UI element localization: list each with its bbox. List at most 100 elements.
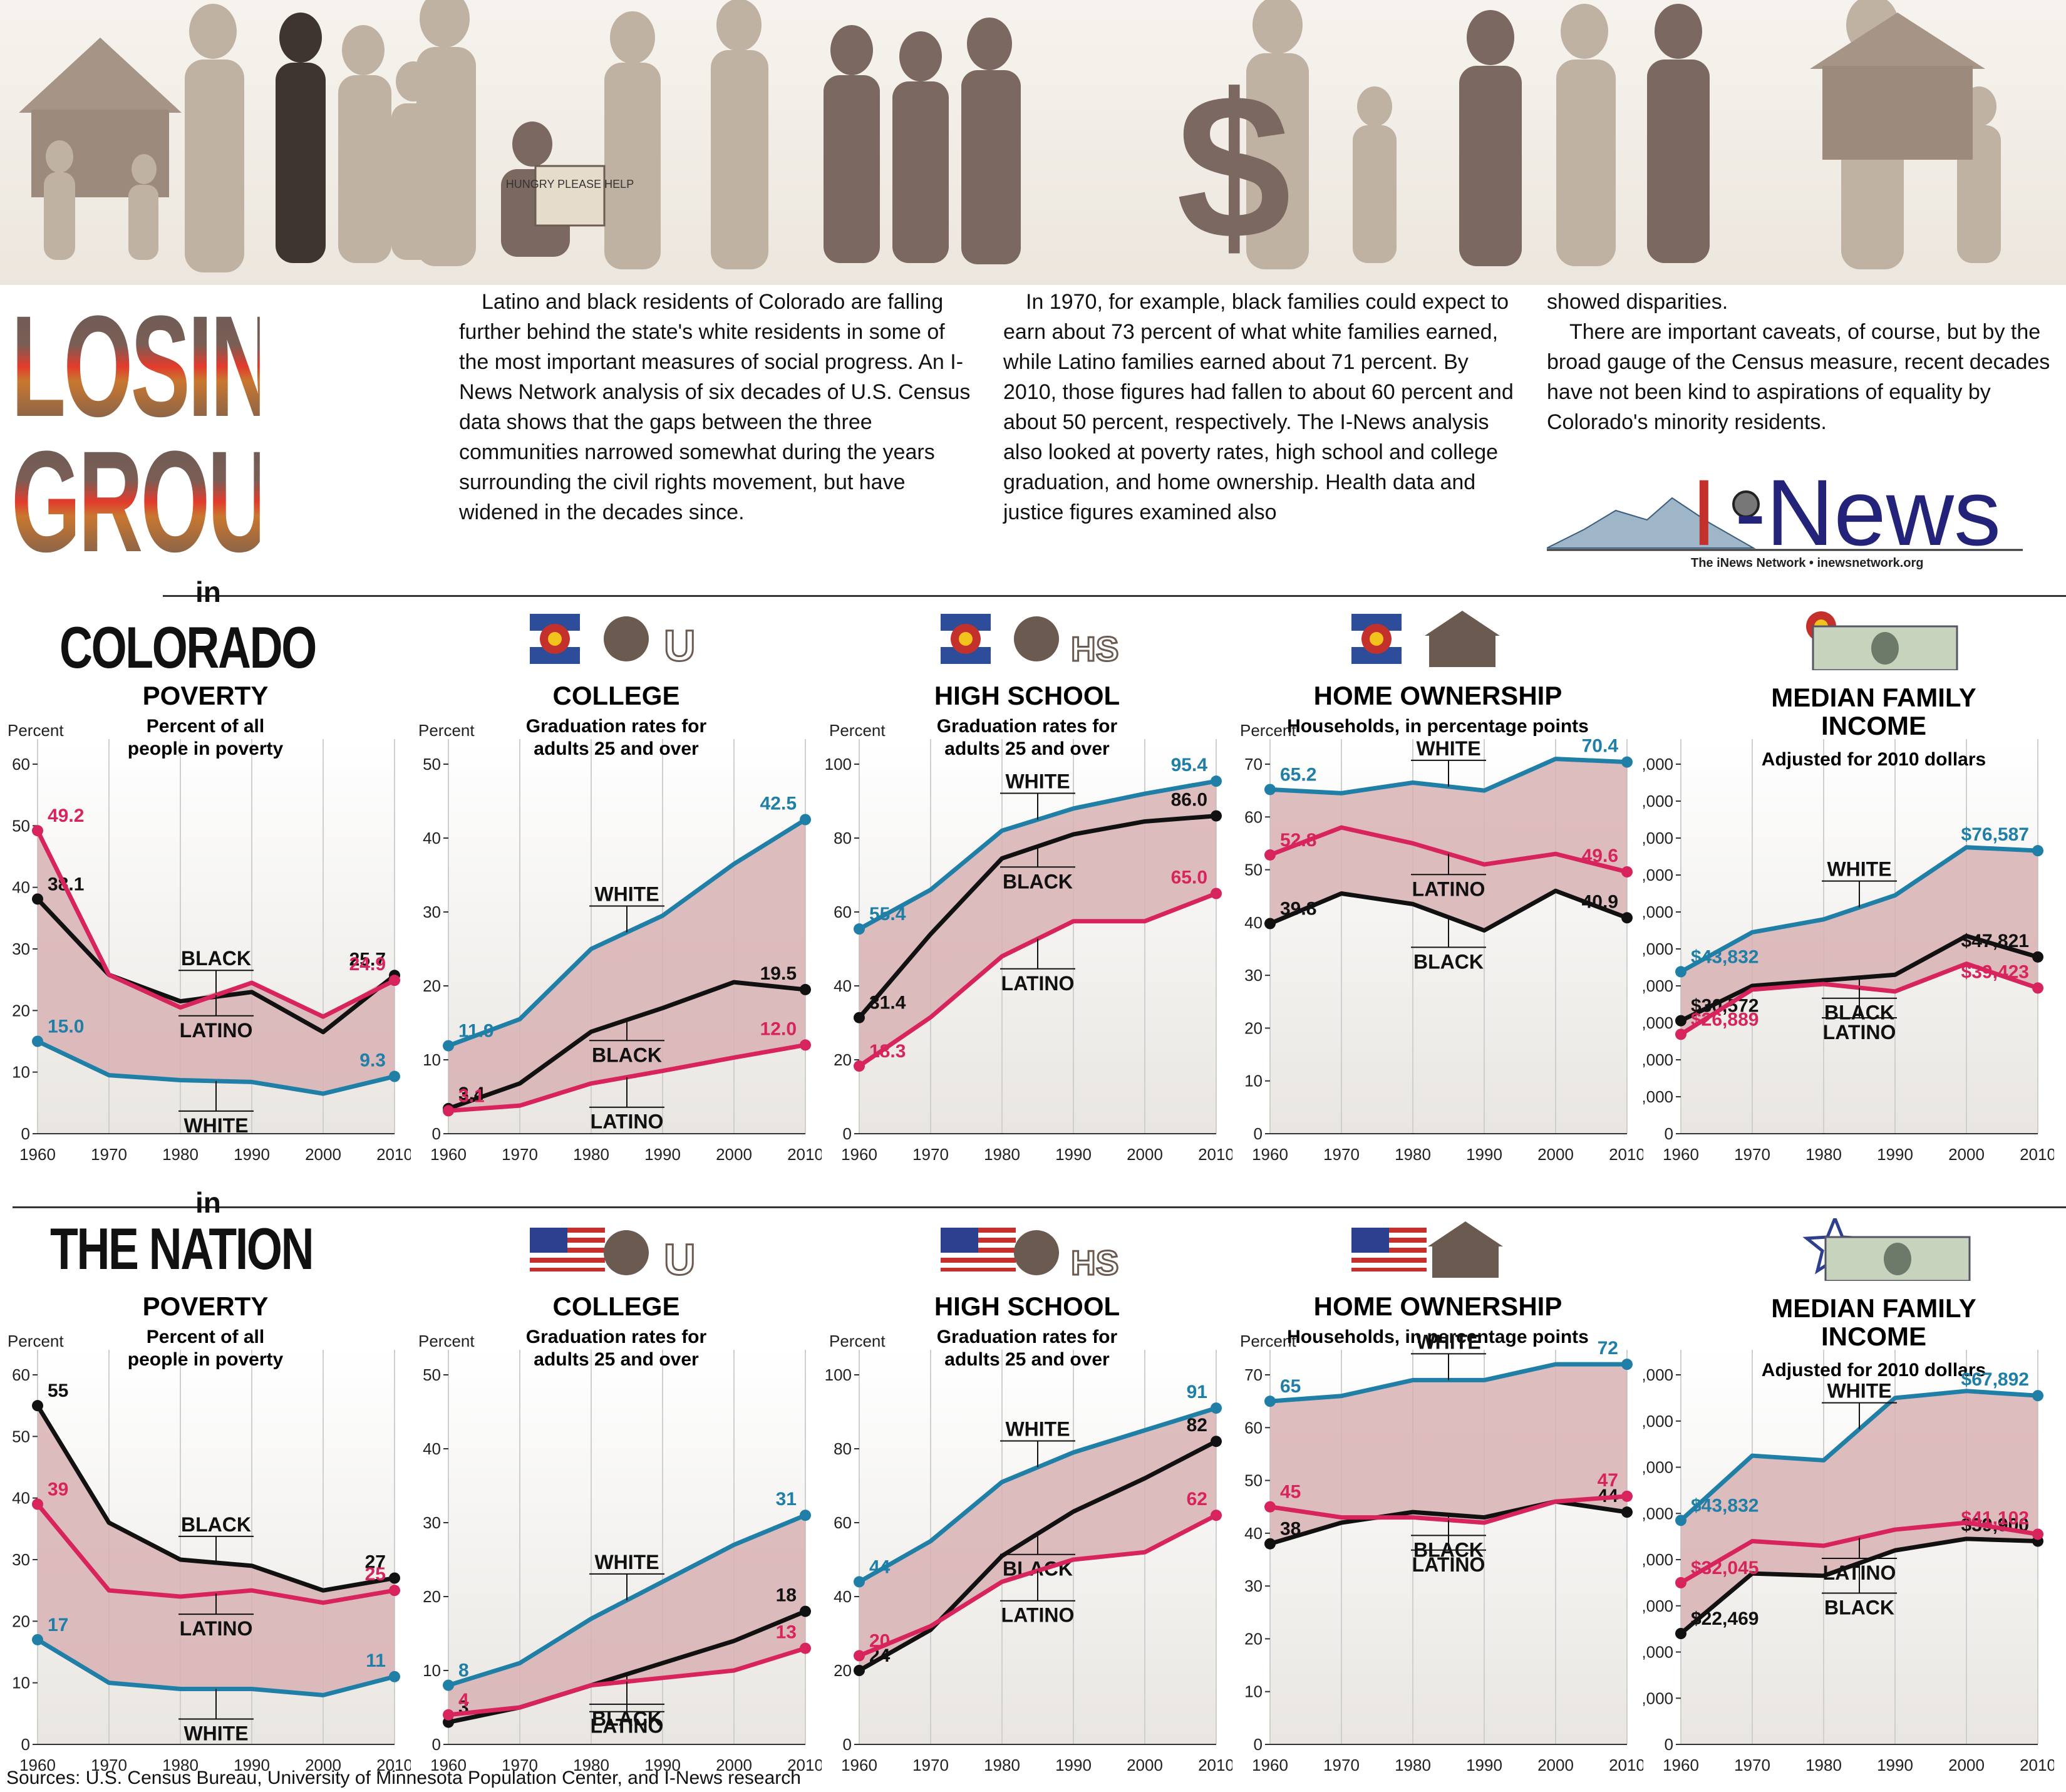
x-tick-label: 2000 — [305, 1145, 341, 1164]
logo-news: -News — [1735, 460, 2001, 565]
y-tick-label: 60,000 — [1643, 903, 1673, 921]
x-tick-label: 1990 — [1466, 1145, 1502, 1164]
us-flag-house-icon — [1351, 1221, 1503, 1278]
series-name-latino: LATINO — [591, 1111, 664, 1133]
endpoint-white — [800, 1510, 811, 1521]
gap-band — [859, 781, 1216, 1067]
x-tick-label: 1980 — [573, 1756, 609, 1774]
y-axis-label: Percent — [8, 1332, 64, 1350]
y-tick-label: 10,000 — [1643, 1087, 1673, 1106]
series-name-latino: LATINO — [180, 1019, 253, 1042]
series-name-white: WHITE — [594, 883, 659, 905]
y-tick-label: 70 — [1244, 1365, 1263, 1384]
data-label-black-end: 18 — [776, 1585, 797, 1606]
x-tick-label: 1990 — [1055, 1756, 1092, 1774]
endpoint-black — [800, 1605, 811, 1617]
y-tick-label: 50,000 — [1643, 1504, 1673, 1523]
series-line-black — [36, 1404, 395, 1593]
x-tick-label: 2010 — [787, 1145, 822, 1164]
data-label-black-start: $22,469 — [1691, 1608, 1759, 1629]
series-name-latino: LATINO — [1823, 1021, 1896, 1044]
series-name-black: BLACK — [1003, 870, 1073, 893]
endpoint-white — [1211, 775, 1222, 787]
chart-co-income: 0 10,000 20,000 30,000 40,000 50,000 60,000 70,… — [1643, 683, 2054, 1164]
data-label-latino-end: 62 — [1187, 1489, 1207, 1510]
y-axis-label: Percent — [829, 721, 886, 740]
x-tick-label: 2010 — [1609, 1756, 1643, 1774]
series-name-latino: LATINO — [1412, 878, 1485, 900]
series-line-latino — [1269, 1494, 1628, 1525]
data-label-black-end: 82 — [1187, 1415, 1207, 1436]
y-tick-label: 40 — [834, 1587, 852, 1606]
y-tick-label: 90,000 — [1643, 792, 1673, 811]
x-tick-label: 2010 — [1609, 1145, 1643, 1164]
gap-band — [1270, 1364, 1627, 1544]
y-tick-label: 80 — [834, 1439, 852, 1458]
data-label-latino-start: 4 — [458, 1690, 469, 1711]
x-tick-label: 1970 — [502, 1145, 538, 1164]
y-tick-label: 40 — [12, 1489, 30, 1508]
endpoint-black — [854, 1012, 865, 1023]
data-label-black-end: 19.5 — [760, 963, 797, 984]
y-tick-label: 50 — [423, 1365, 441, 1384]
x-tick-label: 2000 — [1127, 1756, 1163, 1774]
sources-note: Sources: U.S. Census Bureau, University … — [6, 1768, 801, 1788]
y-tick-label: 80 — [834, 829, 852, 847]
endpoint-latino — [2032, 1528, 2043, 1540]
data-label-latino-start: 39 — [48, 1479, 68, 1500]
x-tick-label: 2000 — [716, 1145, 752, 1164]
y-tick-label: 10 — [1244, 1682, 1263, 1701]
y-tick-label: 60 — [12, 1365, 30, 1384]
data-label-white-end: 72 — [1598, 1338, 1618, 1359]
chart-us-home: 0 10 20 30 40 50 60 70 1960 1970 1980 1990 2000 2010 P… — [1240, 1292, 1643, 1774]
x-tick-label: 1990 — [1466, 1756, 1502, 1774]
inews-logo[interactable]: I -News The iNews Network • inewsnetwork… — [1546, 460, 2023, 573]
dollar-sign-icon: $ — [1176, 51, 1291, 282]
chart-title-2: INCOME — [1821, 711, 1926, 740]
data-label-white-end: 9.3 — [359, 1050, 386, 1071]
region-in-colorado: in — [195, 576, 221, 608]
y-tick-label: 40 — [12, 878, 30, 897]
y-axis-label: Percent — [418, 721, 475, 740]
y-tick-label: 20,000 — [1643, 1643, 1673, 1662]
data-label-white-start: 15.0 — [48, 1017, 84, 1037]
y-tick-label: 10 — [423, 1050, 441, 1069]
x-tick-label: 1980 — [1395, 1756, 1431, 1774]
endpoint-latino — [800, 1642, 811, 1654]
endpoint-black — [1621, 912, 1633, 924]
us-flag-highschool-icon: HS — [941, 1228, 1120, 1281]
y-axis-label: Percent — [1240, 721, 1296, 740]
mountain-icon — [1546, 497, 1756, 549]
endpoint-latino — [443, 1709, 454, 1721]
series-name-white: WHITE — [183, 1114, 248, 1137]
y-tick-label: 0 — [843, 1735, 852, 1754]
x-tick-label: 1970 — [1323, 1145, 1360, 1164]
data-label-black-end: 40.9 — [1582, 891, 1618, 912]
y-tick-label: 0 — [432, 1124, 441, 1143]
y-tick-label: 40 — [834, 976, 852, 995]
chart-title: HIGH SCHOOL — [934, 681, 1120, 710]
chart-subtitle: Graduation rates for — [937, 1327, 1118, 1347]
y-tick-label: 60 — [1244, 807, 1263, 826]
data-label-white-start: 8 — [458, 1660, 469, 1681]
chart-co-college: 0 10 20 30 40 50 1960 1970 1980 1990 2000 2010 Perce… — [418, 681, 822, 1164]
x-tick-label: 1980 — [573, 1145, 609, 1164]
chart-title: HOME OWNERSHIP — [1314, 681, 1562, 710]
endpoint-latino — [1621, 866, 1633, 878]
endpoint-black — [1264, 1538, 1276, 1550]
y-tick-label: 30,000 — [1643, 1597, 1673, 1615]
y-tick-label: 50 — [1244, 861, 1263, 879]
nation-panel-icons: U HS — [530, 1218, 1971, 1281]
series-name-white: WHITE — [594, 1551, 659, 1573]
chart-subtitle: adults 25 and over — [944, 1349, 1110, 1370]
x-tick-label: 2010 — [376, 1756, 411, 1774]
endpoint-black — [2032, 951, 2043, 963]
data-label-black-end: 25.7 — [349, 949, 386, 970]
chart-co-home: 0 10 20 30 40 50 60 70 1960 1970 1980 1990 2000 2010 P… — [1240, 681, 1643, 1164]
data-label-white-start: $43,832 — [1691, 1495, 1759, 1516]
chart-title: HIGH SCHOOL — [934, 1292, 1120, 1321]
data-label-latino-start: 3.1 — [458, 1085, 485, 1106]
data-label-latino-end: 24.9 — [349, 954, 386, 975]
endpoint-white — [1264, 784, 1276, 795]
y-tick-label: 100 — [825, 1365, 852, 1384]
